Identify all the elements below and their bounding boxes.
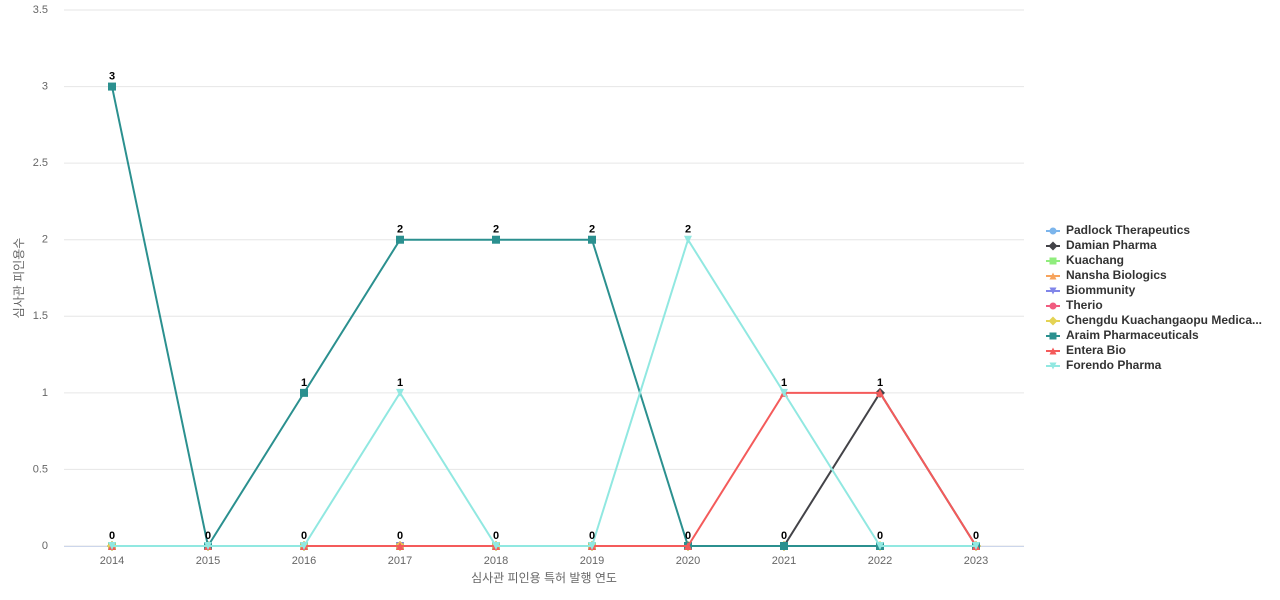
data-point — [684, 235, 692, 244]
y-axis-label: 심사관 피인용수 — [12, 238, 26, 319]
legend-marker — [1049, 362, 1057, 370]
data-point — [684, 542, 692, 550]
data-label: 0 — [877, 530, 883, 542]
x-axis-label: 심사관 피인용 특허 발행 연도 — [471, 570, 617, 585]
x-tick-label: 2014 — [100, 555, 124, 567]
series — [112, 237, 976, 547]
legend-label: Araim Pharmaceuticals — [1066, 328, 1199, 342]
x-tick-label: 2015 — [196, 555, 220, 567]
legend-label: Entera Bio — [1066, 343, 1126, 357]
data-label: 1 — [781, 377, 787, 389]
data-point — [300, 542, 308, 550]
y-tick-label: 2 — [42, 234, 48, 246]
y-tick-label: 1.5 — [33, 310, 48, 322]
y-tick-label: 3.5 — [33, 4, 48, 16]
y-tick-label: 3 — [42, 80, 48, 92]
y-tick-label: 2.5 — [33, 157, 48, 169]
data-point — [972, 542, 980, 550]
legend-marker — [1048, 316, 1058, 326]
data-point — [396, 542, 404, 550]
data-label: 2 — [397, 224, 403, 236]
legend-label: Forendo Pharma — [1066, 358, 1162, 372]
y-tick-label: 0 — [42, 540, 48, 552]
data-label: 1 — [877, 377, 883, 389]
data-label: 1 — [301, 377, 307, 389]
legend-label: Therio — [1066, 298, 1103, 312]
data-label: 0 — [973, 530, 979, 542]
legend-marker — [1048, 241, 1058, 251]
legend-label: Damian Pharma — [1066, 238, 1157, 252]
x-tick-label: 2016 — [292, 555, 316, 567]
legend-label: Kuachang — [1066, 253, 1124, 267]
legend-label: Chengdu Kuachangaopu Medica... — [1066, 313, 1262, 327]
data-point — [588, 235, 596, 244]
x-tick-label: 2022 — [868, 555, 892, 567]
x-tick-label: 2023 — [964, 555, 988, 567]
data-label: 2 — [493, 224, 499, 236]
legend-label: Nansha Biologics — [1066, 268, 1167, 282]
data-point — [108, 542, 116, 550]
data-label: 0 — [301, 530, 307, 542]
legend-marker — [1049, 227, 1057, 235]
data-label: 0 — [685, 530, 691, 542]
data-point — [204, 542, 212, 550]
y-tick-label: 1 — [42, 387, 48, 399]
x-tick-label: 2017 — [388, 555, 412, 567]
data-label: 0 — [781, 530, 787, 542]
data-point — [492, 542, 500, 550]
data-label: 0 — [493, 530, 499, 542]
data-point — [492, 235, 500, 244]
legend-marker — [1049, 272, 1057, 280]
legend-marker — [1049, 347, 1057, 355]
legend-marker — [1049, 332, 1057, 340]
data-point — [108, 82, 116, 91]
series — [111, 86, 976, 549]
series-line — [111, 86, 976, 549]
data-label: 2 — [589, 224, 595, 236]
data-label: 1 — [397, 377, 403, 389]
legend-label: Biommunity — [1066, 283, 1136, 297]
x-tick-label: 2018 — [484, 555, 508, 567]
data-label: 0 — [109, 530, 115, 542]
legend-label: Padlock Therapeutics — [1066, 223, 1190, 237]
legend-marker — [1049, 302, 1057, 310]
y-tick-label: 0.5 — [33, 463, 48, 475]
data-label: 0 — [589, 530, 595, 542]
data-point — [588, 542, 596, 550]
data-label: 2 — [685, 224, 691, 236]
x-tick-label: 2021 — [772, 555, 796, 567]
data-point — [396, 235, 404, 244]
x-tick-label: 2020 — [676, 555, 700, 567]
data-point — [300, 388, 308, 397]
data-point — [780, 542, 788, 550]
data-label: 3 — [109, 70, 115, 82]
legend-marker — [1049, 287, 1057, 295]
x-tick-label: 2019 — [580, 555, 604, 567]
data-label: 0 — [205, 530, 211, 542]
series-line — [112, 237, 976, 547]
data-label: 0 — [397, 530, 403, 542]
data-point — [396, 388, 404, 397]
legend-marker — [1049, 257, 1057, 265]
data-point — [780, 388, 788, 397]
data-point — [876, 388, 884, 397]
data-point — [876, 542, 884, 550]
